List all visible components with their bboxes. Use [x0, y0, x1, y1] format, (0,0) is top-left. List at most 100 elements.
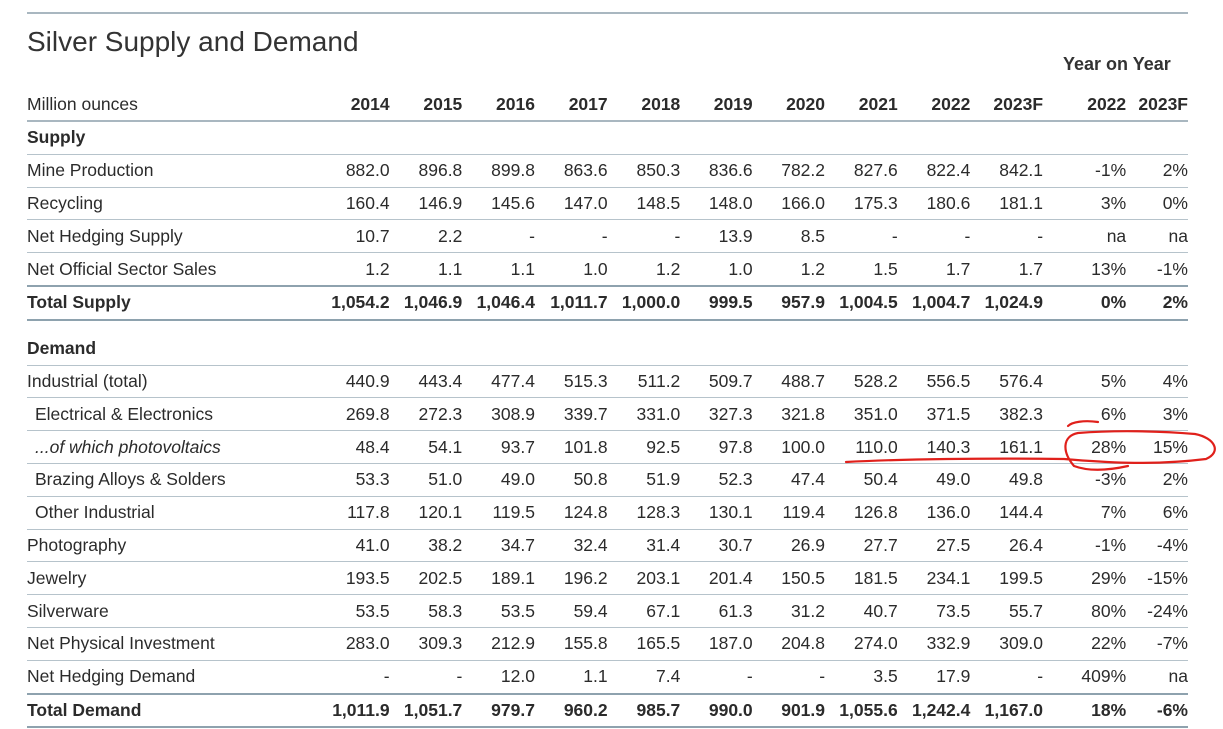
units-label: Million ounces: [27, 88, 317, 122]
spacer-cell: [1043, 692, 1065, 729]
value-cell: 166.0: [752, 187, 826, 221]
spacer-cell: [1043, 219, 1065, 254]
value-cell: 155.8: [534, 627, 608, 661]
yoy-cell: 22%: [1064, 627, 1127, 661]
value-cell: 576.4: [970, 365, 1044, 399]
value-cell: 382.3: [970, 397, 1044, 432]
yoy-cell: na: [1064, 219, 1127, 254]
value-cell: 120.1: [389, 496, 463, 530]
value-cell: 7.4: [607, 660, 681, 695]
table-row: Electrical & Electronics 269.8 272.3 308.9 3…: [27, 397, 1188, 432]
value-cell: 30.7: [680, 529, 753, 563]
value-cell: 331.0: [607, 397, 681, 432]
value-cell: 27.7: [825, 529, 898, 563]
value-cell: 165.5: [607, 627, 681, 661]
yoy-cell: 0%: [1064, 284, 1127, 321]
year-header: 2015: [389, 88, 463, 122]
spacer-cell: [1043, 365, 1065, 399]
value-cell: 193.5: [316, 561, 390, 596]
value-cell: 528.2: [825, 365, 898, 399]
table-row: Other Industrial 117.8 120.1 119.5 124.8 128.…: [27, 496, 1188, 530]
value-cell: 1,167.0: [970, 692, 1044, 729]
yoy-cell: 6%: [1126, 496, 1188, 530]
yoy-cell: -1%: [1064, 529, 1127, 563]
value-cell: 1,051.7: [389, 692, 463, 729]
value-cell: 339.7: [534, 397, 608, 432]
year-header: 2023F: [970, 88, 1044, 122]
value-cell: 59.4: [534, 594, 608, 628]
spacer-cell: [1043, 627, 1065, 661]
value-cell: 515.3: [534, 365, 608, 399]
value-cell: 269.8: [316, 397, 390, 432]
value-cell: 1,046.4: [462, 284, 535, 321]
value-cell: 50.4: [825, 463, 898, 497]
silver-table: Million ounces 2014 2015 2016 2017 2018 …: [27, 88, 1188, 729]
value-cell: 1,004.7: [897, 284, 971, 321]
value-cell: 990.0: [680, 692, 753, 729]
value-cell: 822.4: [897, 154, 971, 188]
yoy-cell: 7%: [1064, 496, 1127, 530]
value-cell: 110.0: [825, 430, 898, 464]
value-cell: 199.5: [970, 561, 1044, 596]
row-label: Brazing Alloys & Solders: [27, 463, 317, 497]
value-cell: -: [680, 660, 753, 695]
value-cell: 41.0: [316, 529, 390, 563]
value-cell: 1.2: [316, 252, 390, 287]
value-cell: 181.5: [825, 561, 898, 596]
yoy-cell: na: [1126, 219, 1188, 254]
value-cell: 440.9: [316, 365, 390, 399]
value-cell: -: [462, 219, 535, 254]
value-cell: 1,046.9: [389, 284, 463, 321]
yoy-cell: 80%: [1064, 594, 1127, 628]
yoy-cell: 13%: [1064, 252, 1127, 287]
value-cell: 67.1: [607, 594, 681, 628]
value-cell: 49.8: [970, 463, 1044, 497]
value-cell: 31.4: [607, 529, 681, 563]
value-cell: 196.2: [534, 561, 608, 596]
value-cell: 204.8: [752, 627, 826, 661]
value-cell: 54.1: [389, 430, 463, 464]
value-cell: 124.8: [534, 496, 608, 530]
year-header: 2019: [680, 88, 753, 122]
yoy-cell: 409%: [1064, 660, 1127, 695]
value-cell: 187.0: [680, 627, 753, 661]
value-cell: 960.2: [534, 692, 608, 729]
yoy-cell: 3%: [1126, 397, 1188, 432]
yoy-cell: 28%: [1064, 430, 1127, 464]
value-cell: 34.7: [462, 529, 535, 563]
value-cell: 58.3: [389, 594, 463, 628]
yoy-year-header: 2023F: [1126, 88, 1188, 122]
value-cell: 957.9: [752, 284, 826, 321]
value-cell: 8.5: [752, 219, 826, 254]
value-cell: 351.0: [825, 397, 898, 432]
row-label: Total Supply: [27, 284, 317, 321]
value-cell: 863.6: [534, 154, 608, 188]
table-row: Net Physical Investment 283.0 309.3 212.9 15…: [27, 627, 1188, 661]
value-cell: 161.1: [970, 430, 1044, 464]
value-cell: 73.5: [897, 594, 971, 628]
row-label: Mine Production: [27, 154, 317, 188]
value-cell: 1.7: [897, 252, 971, 287]
value-cell: 2.2: [389, 219, 463, 254]
value-cell: 477.4: [462, 365, 535, 399]
value-cell: 130.1: [680, 496, 753, 530]
value-cell: 32.4: [534, 529, 608, 563]
value-cell: 274.0: [825, 627, 898, 661]
value-cell: 272.3: [389, 397, 463, 432]
table-row: Net Hedging Demand - -12.0 1.1 7.4- -3.5 17.9-…: [27, 660, 1188, 695]
yoy-cell: na: [1126, 660, 1188, 695]
yoy-cell: 3%: [1064, 187, 1127, 221]
value-cell: 1.7: [970, 252, 1044, 287]
spacer-cell: [27, 320, 1188, 333]
value-cell: 234.1: [897, 561, 971, 596]
value-cell: 147.0: [534, 187, 608, 221]
value-cell: 26.4: [970, 529, 1044, 563]
value-cell: 309.3: [389, 627, 463, 661]
section-heading-row: Demand: [27, 332, 1188, 366]
row-label: Photography: [27, 529, 317, 563]
section-heading: Demand: [27, 332, 1188, 366]
value-cell: 92.5: [607, 430, 681, 464]
yoy-cell: -1%: [1126, 252, 1188, 287]
yoy-cell: 5%: [1064, 365, 1127, 399]
value-cell: 556.5: [897, 365, 971, 399]
